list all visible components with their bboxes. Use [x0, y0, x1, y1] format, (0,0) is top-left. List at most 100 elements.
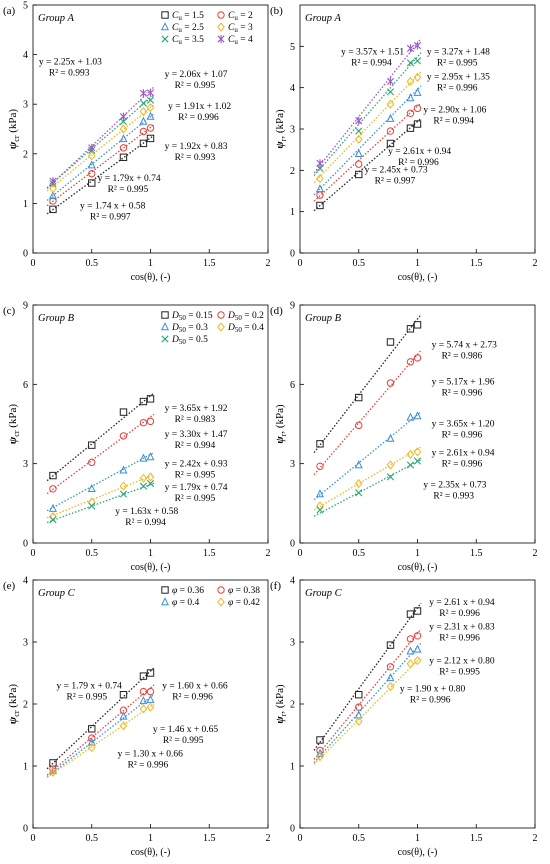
- fit-line: [313, 38, 422, 174]
- data-point: [315, 184, 324, 193]
- y-axis-label: ψcr (kPa): [7, 684, 21, 724]
- data-point: [316, 462, 324, 471]
- panel-label: (f): [270, 580, 281, 592]
- data-point: [49, 177, 57, 186]
- fit-r-squared: R² = 0.997: [375, 176, 416, 186]
- legend-entry: Cu = 4: [228, 35, 253, 46]
- data-point: [139, 672, 148, 680]
- fit-r-squared: R² = 0.996: [398, 158, 439, 168]
- fit-equation: y = 1.46 x + 0.65: [153, 725, 219, 735]
- y-tick-label: 1: [290, 207, 295, 218]
- group-label: Group A: [38, 13, 74, 24]
- fit-equation: y = 2.95x + 1.35: [427, 72, 490, 82]
- y-tick-label: 4: [23, 50, 28, 61]
- data-point: [413, 41, 422, 50]
- fit-line: [313, 85, 422, 196]
- fit-equation: y = 2.25x + 1.03: [39, 58, 102, 68]
- group-label: Group B: [305, 313, 342, 324]
- panel-label: (e): [3, 580, 16, 592]
- data-point: [119, 134, 128, 143]
- data-point: [316, 506, 324, 514]
- x-tick-label: 0.5: [86, 833, 99, 844]
- data-point: [386, 641, 395, 649]
- fit-r-squared: R² = 0.995: [67, 693, 108, 703]
- x-tick-label: 1.5: [203, 833, 216, 844]
- fit-line: [46, 684, 155, 776]
- legend: Cu = 1.5 Cu = 2 Cu = 2.5 Cu = 3 Cu = 3.5 Cu =…: [160, 11, 253, 46]
- data-point: [406, 59, 415, 67]
- y-tick-label: 0: [290, 539, 295, 550]
- data-point: [413, 457, 422, 465]
- chart-panel-a: 0 0.5 1 1.5 2 0 1 2 3 4 5 cos(θ), (-) ψcr (kPa) (a) Gr…: [3, 1, 271, 284]
- data-point: [88, 734, 96, 742]
- fit-equation: y = 5.74 x + 2.73: [432, 340, 498, 350]
- fit-r-squared: R² = 0.995: [439, 668, 480, 678]
- fit-equation: y = 2.90x + 1.06: [423, 105, 486, 115]
- fit-r-squared: R² = 0.993: [49, 69, 90, 79]
- data-point: [413, 656, 422, 666]
- data-point: [88, 725, 96, 733]
- fit-equation: y = 3.57x + 1.51: [341, 48, 404, 58]
- fit-r-squared: R² = 0.996: [172, 693, 213, 703]
- y-tick-label: 3: [23, 100, 28, 111]
- legend-entry: D50 = 0.2: [227, 311, 264, 322]
- data-point: [146, 687, 155, 696]
- data-point: [354, 716, 363, 726]
- data-point: [146, 702, 155, 712]
- fit-r-squared: R² = 0.994: [433, 116, 474, 126]
- data-point: [355, 489, 363, 497]
- data-point: [88, 143, 96, 152]
- data-point: [146, 479, 155, 488]
- y-tick-label: 1: [290, 762, 295, 773]
- data-point: [139, 696, 148, 705]
- fit-r-squared: R² = 0.996: [410, 696, 451, 706]
- data-point: [139, 397, 148, 406]
- y-tick-label: 2: [23, 700, 28, 711]
- y-tick-label: 4: [290, 83, 295, 94]
- fit-r-squared: R² = 0.996: [437, 83, 478, 93]
- data-point: [119, 153, 128, 161]
- data-point: [88, 441, 96, 449]
- data-point: [413, 632, 422, 640]
- chart-panel-f: 0 0.5 1 1.5 2 0 1 2 3 4 cos(θ), (-) ψr, (kPa) (f) Gro…: [270, 576, 538, 859]
- data-point: [87, 483, 96, 492]
- data-point: [386, 113, 395, 122]
- fit-line: [46, 413, 155, 495]
- data-point: [119, 465, 128, 474]
- data-point: [386, 139, 395, 148]
- panel-label: (b): [270, 5, 283, 17]
- data-point: [139, 99, 148, 107]
- y-tick-label: 5: [23, 1, 28, 12]
- fit-line: [46, 86, 155, 189]
- data-point: [49, 205, 57, 214]
- x-tick-label: 1: [415, 548, 420, 559]
- legend: D50 = 0.15 D50 = 0.2 D50 = 0.3 D50 = 0.4 D50…: [160, 311, 264, 346]
- fit-equation: y = 1.74 x + 0.58: [80, 201, 146, 211]
- fit-line: [313, 459, 422, 517]
- data-point: [49, 767, 57, 777]
- data-point: [316, 752, 324, 762]
- data-point: [413, 447, 422, 457]
- fit-equation: y = 1.79x + 0.74: [98, 174, 161, 184]
- fit-line: [313, 602, 422, 751]
- y-tick-label: 3: [290, 125, 295, 136]
- data-point: [139, 482, 148, 490]
- data-point: [355, 116, 363, 125]
- legend-entry: Cu = 2.5: [172, 23, 204, 34]
- data-point: [316, 736, 324, 744]
- y-tick-label: 3: [290, 638, 295, 649]
- y-tick-label: 2: [290, 700, 295, 711]
- fit-line: [46, 124, 155, 207]
- fit-line: [46, 482, 155, 524]
- fit-r-squared: R² = 0.996: [178, 113, 219, 123]
- x-axis-label: cos(θ), (-): [398, 847, 438, 858]
- fit-r-squared: R² = 0.995: [175, 470, 216, 480]
- x-tick-label: 0.5: [86, 548, 99, 559]
- x-axis-label: cos(θ), (-): [398, 272, 438, 283]
- data-point: [406, 659, 415, 669]
- x-tick-label: 1.5: [203, 548, 216, 559]
- y-tick-label: 6: [290, 380, 295, 391]
- data-point: [355, 170, 363, 179]
- data-point: [87, 151, 96, 161]
